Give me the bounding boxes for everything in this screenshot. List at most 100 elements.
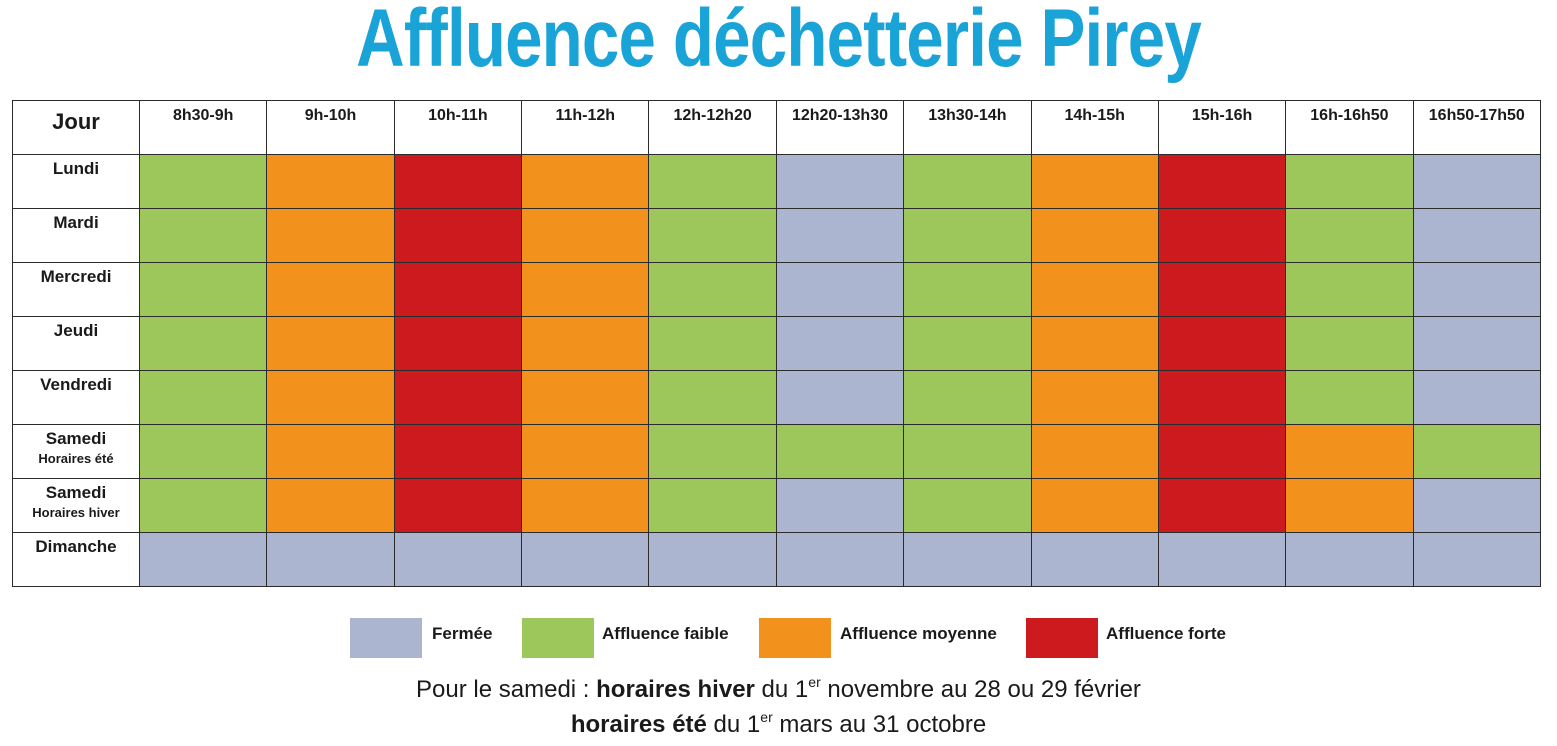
heat-cell-low	[1285, 154, 1414, 209]
heat-cell-medium	[1285, 424, 1414, 479]
heat-cell-high	[393, 208, 523, 263]
legend-label-high: Affluence forte	[1106, 624, 1226, 643]
heat-cell-low	[138, 154, 268, 209]
heat-cell-closed	[521, 532, 650, 587]
heat-cell-closed	[1412, 316, 1542, 371]
column-header: 16h50-17h50	[1412, 100, 1542, 155]
note-1-bold: horaires hiver	[596, 676, 755, 703]
heat-cell-low	[903, 154, 1032, 209]
legend: Fermée Affluence faible Affluence moyenn…	[0, 616, 1557, 660]
heat-cell-closed	[775, 154, 905, 209]
day-sublabel: Horaires hiver	[32, 505, 120, 520]
heat-cell-closed	[138, 532, 268, 587]
heat-cell-closed	[903, 532, 1032, 587]
note-2-bold: horaires été	[570, 711, 707, 738]
day-sublabel: Horaires été	[38, 451, 114, 466]
table-row: Mercredi	[12, 262, 1542, 317]
row-label: Jeudi	[12, 316, 140, 371]
heat-cell-closed	[775, 532, 905, 587]
heat-cell-medium	[1030, 208, 1159, 263]
heat-cell-low	[903, 478, 1032, 533]
row-label: Samedi Horaires été	[12, 424, 140, 479]
note-1-suffix: novembre au 28 ou 29 février	[820, 676, 1141, 703]
heat-cell-medium	[266, 478, 395, 533]
heat-cell-low	[138, 370, 268, 425]
heat-cell-medium	[266, 316, 395, 371]
day-label: Samedi	[45, 483, 107, 502]
heat-cell-closed	[1412, 532, 1542, 587]
column-header: 12h20-13h30	[775, 100, 905, 155]
heat-cell-high	[393, 424, 523, 479]
heat-cell-high	[1157, 478, 1287, 533]
day-label: Dimanche	[35, 537, 117, 556]
heat-cell-medium	[521, 424, 650, 479]
row-label: Samedi Horaires hiver	[12, 478, 140, 533]
table-row: Vendredi	[12, 370, 1542, 425]
heat-cell-closed	[1412, 262, 1542, 317]
heat-cell-high	[1157, 424, 1287, 479]
table-row: Samedi Horaires hiver	[12, 478, 1542, 533]
legend-label-low: Affluence faible	[602, 624, 729, 643]
heat-cell-closed	[775, 262, 905, 317]
row-label: Mardi	[12, 208, 140, 263]
heat-cell-closed	[1030, 532, 1159, 587]
heat-cell-high	[1157, 316, 1287, 371]
heat-cell-medium	[521, 154, 650, 209]
column-header: 11h-12h	[521, 100, 650, 155]
column-header: 12h-12h20	[648, 100, 777, 155]
note-2-sup: er	[760, 709, 773, 725]
note-2-suffix: mars au 31 octobre	[772, 711, 987, 738]
heat-cell-high	[1157, 154, 1287, 209]
legend-label-closed: Fermée	[432, 624, 493, 643]
heat-cell-high	[1157, 208, 1287, 263]
heat-cell-closed	[1412, 478, 1542, 533]
affluence-table: Jour 8h30-9h 9h-10h 10h-11h 11h-12h 12h-12h2…	[12, 100, 1542, 587]
heat-cell-low	[648, 478, 777, 533]
heat-cell-closed	[775, 370, 905, 425]
heat-cell-medium	[266, 154, 395, 209]
heat-cell-closed	[393, 532, 523, 587]
column-header: 8h30-9h	[138, 100, 268, 155]
heat-cell-low	[1285, 262, 1414, 317]
heat-cell-low	[903, 424, 1032, 479]
heat-cell-medium	[1030, 154, 1159, 209]
row-label: Lundi	[12, 154, 140, 209]
heat-cell-medium	[266, 208, 395, 263]
heat-cell-low	[1412, 424, 1542, 479]
heat-cell-closed	[1157, 532, 1287, 587]
page-title: Affluence déchetterie Pirey	[356, 0, 1202, 84]
legend-label-medium: Affluence moyenne	[840, 624, 997, 643]
heat-cell-high	[393, 316, 523, 371]
heat-cell-low	[138, 316, 268, 371]
day-label: Vendredi	[40, 375, 112, 394]
day-label: Samedi	[45, 429, 107, 448]
heat-cell-low	[648, 208, 777, 263]
column-header: 13h30-14h	[903, 100, 1032, 155]
note-line-2: horaires été du 1er mars au 31 octobre	[0, 709, 1557, 739]
table-header-row: Jour 8h30-9h 9h-10h 10h-11h 11h-12h 12h-12h2…	[12, 100, 1542, 155]
heat-cell-medium	[1030, 370, 1159, 425]
column-header: 10h-11h	[393, 100, 523, 155]
heat-cell-closed	[648, 532, 777, 587]
table-row: Mardi	[12, 208, 1542, 263]
heat-cell-closed	[1285, 532, 1414, 587]
heat-cell-low	[775, 424, 905, 479]
heat-cell-medium	[1030, 262, 1159, 317]
heat-cell-low	[138, 424, 268, 479]
table-row: Jeudi	[12, 316, 1542, 371]
note-1-prefix: Pour le samedi :	[416, 676, 597, 703]
heat-cell-high	[393, 262, 523, 317]
legend-swatch-closed	[350, 618, 422, 658]
heat-cell-low	[903, 316, 1032, 371]
heat-cell-low	[1285, 370, 1414, 425]
heat-cell-low	[648, 424, 777, 479]
column-header: 15h-16h	[1157, 100, 1287, 155]
row-label: Vendredi	[12, 370, 140, 425]
table-row: Samedi Horaires été	[12, 424, 1542, 479]
heat-cell-high	[1157, 262, 1287, 317]
heat-cell-medium	[521, 316, 650, 371]
heat-cell-low	[648, 316, 777, 371]
heat-cell-low	[138, 478, 268, 533]
heat-cell-low	[903, 262, 1032, 317]
note-1-middle: du 1	[754, 676, 809, 703]
